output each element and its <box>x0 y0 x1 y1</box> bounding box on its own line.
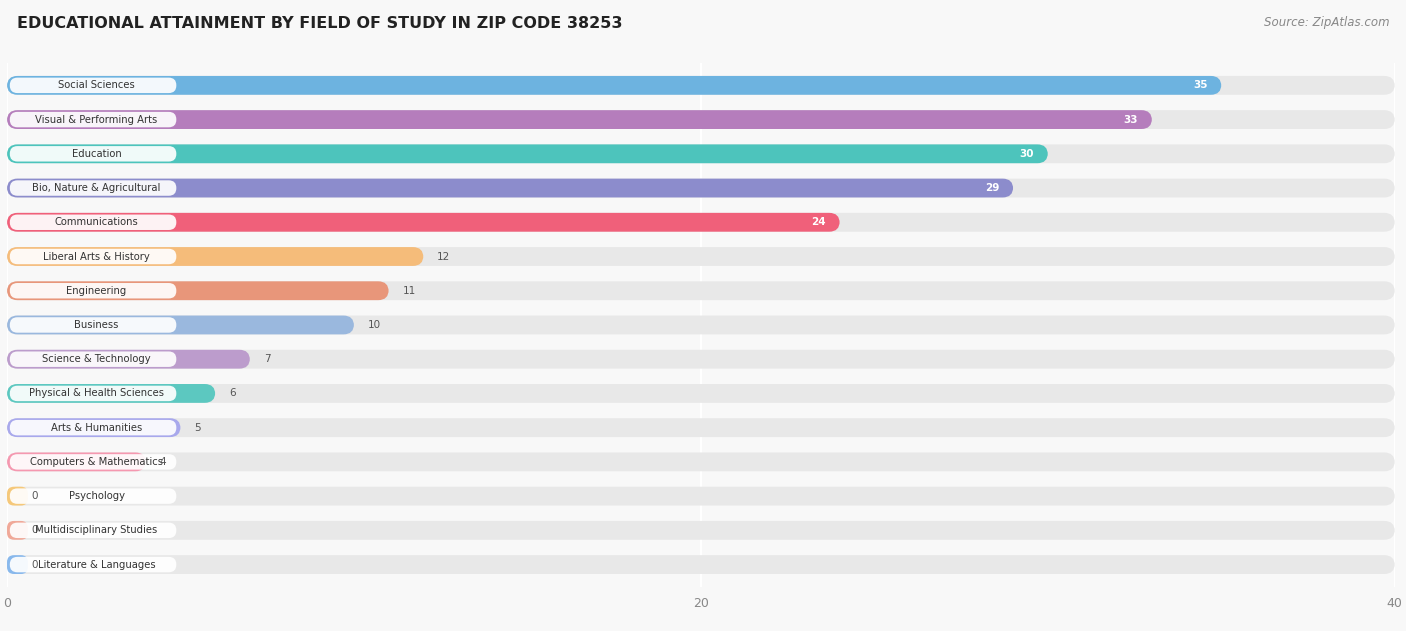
FancyBboxPatch shape <box>10 146 176 162</box>
FancyBboxPatch shape <box>7 555 28 574</box>
FancyBboxPatch shape <box>7 555 1395 574</box>
FancyBboxPatch shape <box>10 215 176 230</box>
Text: 5: 5 <box>194 423 201 433</box>
Text: 0: 0 <box>31 491 38 501</box>
Text: 6: 6 <box>229 389 236 398</box>
FancyBboxPatch shape <box>7 281 388 300</box>
Text: Multidisciplinary Studies: Multidisciplinary Studies <box>35 526 157 535</box>
Text: Liberal Arts & History: Liberal Arts & History <box>44 252 150 261</box>
FancyBboxPatch shape <box>7 521 1395 540</box>
Text: 0: 0 <box>31 560 38 570</box>
Text: Literature & Languages: Literature & Languages <box>38 560 155 570</box>
Text: 0: 0 <box>31 526 38 535</box>
FancyBboxPatch shape <box>7 247 423 266</box>
Text: Science & Technology: Science & Technology <box>42 354 150 364</box>
FancyBboxPatch shape <box>7 384 215 403</box>
Text: Education: Education <box>72 149 121 159</box>
Text: 35: 35 <box>1192 80 1208 90</box>
FancyBboxPatch shape <box>10 386 176 401</box>
Text: 4: 4 <box>160 457 166 467</box>
FancyBboxPatch shape <box>10 78 176 93</box>
Text: Source: ZipAtlas.com: Source: ZipAtlas.com <box>1264 16 1389 29</box>
FancyBboxPatch shape <box>10 557 176 572</box>
Text: 7: 7 <box>264 354 270 364</box>
FancyBboxPatch shape <box>7 179 1395 198</box>
Text: Communications: Communications <box>55 217 138 227</box>
FancyBboxPatch shape <box>7 316 1395 334</box>
FancyBboxPatch shape <box>7 247 1395 266</box>
Text: 24: 24 <box>811 217 825 227</box>
FancyBboxPatch shape <box>10 249 176 264</box>
FancyBboxPatch shape <box>7 110 1395 129</box>
Text: Social Sciences: Social Sciences <box>58 80 135 90</box>
Text: 11: 11 <box>402 286 416 296</box>
FancyBboxPatch shape <box>10 283 176 298</box>
Text: 30: 30 <box>1019 149 1033 159</box>
FancyBboxPatch shape <box>7 452 1395 471</box>
Text: Computers & Mathematics: Computers & Mathematics <box>30 457 163 467</box>
Text: 10: 10 <box>368 320 381 330</box>
FancyBboxPatch shape <box>10 180 176 196</box>
Text: Engineering: Engineering <box>66 286 127 296</box>
Text: Visual & Performing Arts: Visual & Performing Arts <box>35 115 157 124</box>
Text: Arts & Humanities: Arts & Humanities <box>51 423 142 433</box>
FancyBboxPatch shape <box>7 144 1047 163</box>
Text: Psychology: Psychology <box>69 491 125 501</box>
FancyBboxPatch shape <box>7 521 28 540</box>
FancyBboxPatch shape <box>7 213 1395 232</box>
FancyBboxPatch shape <box>7 350 1395 369</box>
FancyBboxPatch shape <box>7 316 354 334</box>
FancyBboxPatch shape <box>7 350 250 369</box>
FancyBboxPatch shape <box>7 418 180 437</box>
Text: EDUCATIONAL ATTAINMENT BY FIELD OF STUDY IN ZIP CODE 38253: EDUCATIONAL ATTAINMENT BY FIELD OF STUDY… <box>17 16 623 31</box>
Text: Physical & Health Sciences: Physical & Health Sciences <box>30 389 165 398</box>
FancyBboxPatch shape <box>7 76 1222 95</box>
FancyBboxPatch shape <box>10 420 176 435</box>
FancyBboxPatch shape <box>7 487 28 505</box>
FancyBboxPatch shape <box>7 418 1395 437</box>
FancyBboxPatch shape <box>10 317 176 333</box>
FancyBboxPatch shape <box>7 281 1395 300</box>
Text: Business: Business <box>75 320 118 330</box>
FancyBboxPatch shape <box>7 213 839 232</box>
FancyBboxPatch shape <box>7 487 1395 505</box>
FancyBboxPatch shape <box>10 454 176 469</box>
Text: 33: 33 <box>1123 115 1137 124</box>
FancyBboxPatch shape <box>10 112 176 127</box>
FancyBboxPatch shape <box>7 179 1014 198</box>
FancyBboxPatch shape <box>7 76 1395 95</box>
Text: Bio, Nature & Agricultural: Bio, Nature & Agricultural <box>32 183 160 193</box>
FancyBboxPatch shape <box>10 351 176 367</box>
FancyBboxPatch shape <box>7 110 1152 129</box>
FancyBboxPatch shape <box>10 488 176 504</box>
FancyBboxPatch shape <box>7 144 1395 163</box>
Text: 29: 29 <box>984 183 1000 193</box>
Text: 12: 12 <box>437 252 450 261</box>
FancyBboxPatch shape <box>7 384 1395 403</box>
FancyBboxPatch shape <box>7 452 146 471</box>
FancyBboxPatch shape <box>10 522 176 538</box>
